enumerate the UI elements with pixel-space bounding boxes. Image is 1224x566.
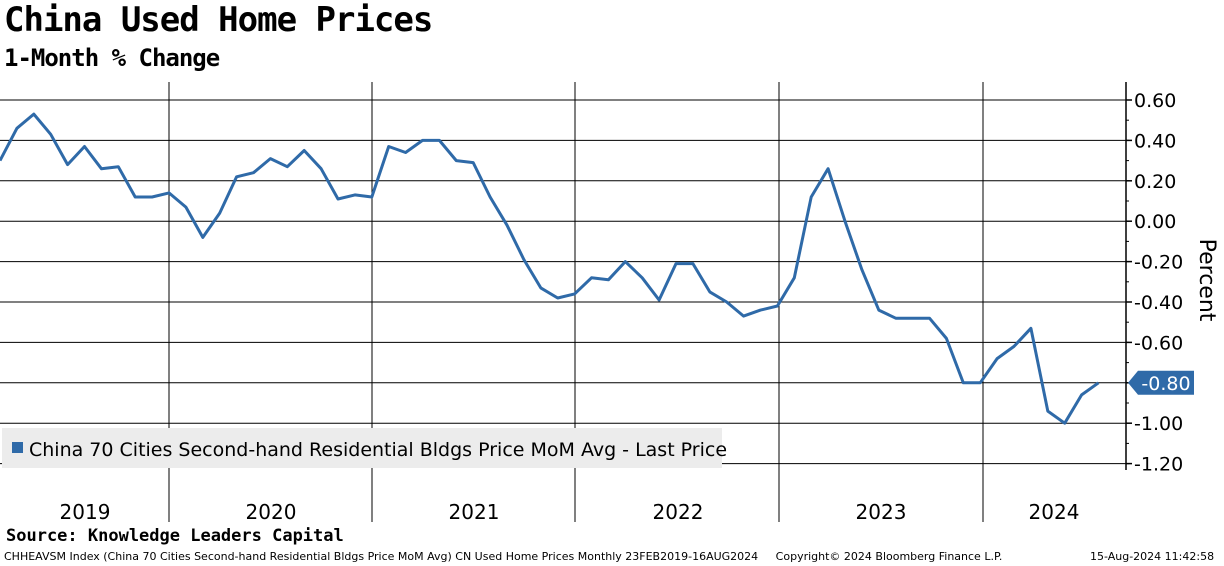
chart-subtitle: 1-Month % Change: [4, 44, 220, 72]
y-tick-label: -0.60: [1134, 332, 1183, 354]
y-tick-label: -1.20: [1134, 454, 1183, 476]
series-line: [0, 112, 1100, 425]
x-year-label: 2023: [856, 500, 907, 524]
y-tick-label: -0.20: [1134, 252, 1183, 274]
source-note: Source: Knowledge Leaders Capital: [6, 526, 344, 546]
legend-box: [2, 428, 722, 468]
y-tick-label: 0.40: [1134, 130, 1176, 152]
last-value-text: -0.80: [1141, 373, 1190, 395]
y-tick-label: -1.00: [1134, 413, 1183, 435]
chart-title: China Used Home Prices: [4, 0, 433, 40]
x-year-label: 2020: [246, 500, 297, 524]
legend-label: China 70 Cities Second-hand Residential …: [29, 439, 727, 461]
footer-date: 15-Aug-2024 11:42:58: [1090, 550, 1215, 563]
x-year-label: 2024: [1029, 500, 1080, 524]
x-year-label: 2022: [653, 500, 704, 524]
legend: China 70 Cities Second-hand Residential …: [2, 428, 727, 468]
last-value-label: -0.80: [1128, 370, 1194, 395]
x-year-label: 2019: [60, 500, 111, 524]
footer-ticker: CHHEAVSM Index (China 70 Cities Second-h…: [4, 550, 759, 563]
footer-copyright: Copyright© 2024 Bloomberg Finance L.P.: [775, 550, 1003, 563]
y-tick-label: -0.40: [1134, 292, 1183, 314]
y-tick-label: 0.60: [1134, 90, 1176, 112]
y-tick-label: 0.00: [1134, 211, 1176, 233]
y-tick-label: 0.20: [1134, 171, 1176, 193]
footer: CHHEAVSM Index (China 70 Cities Second-h…: [4, 550, 1214, 563]
legend-swatch: [12, 442, 23, 453]
y-axis-label: Percent: [1194, 239, 1219, 322]
x-year-label: 2021: [449, 500, 500, 524]
